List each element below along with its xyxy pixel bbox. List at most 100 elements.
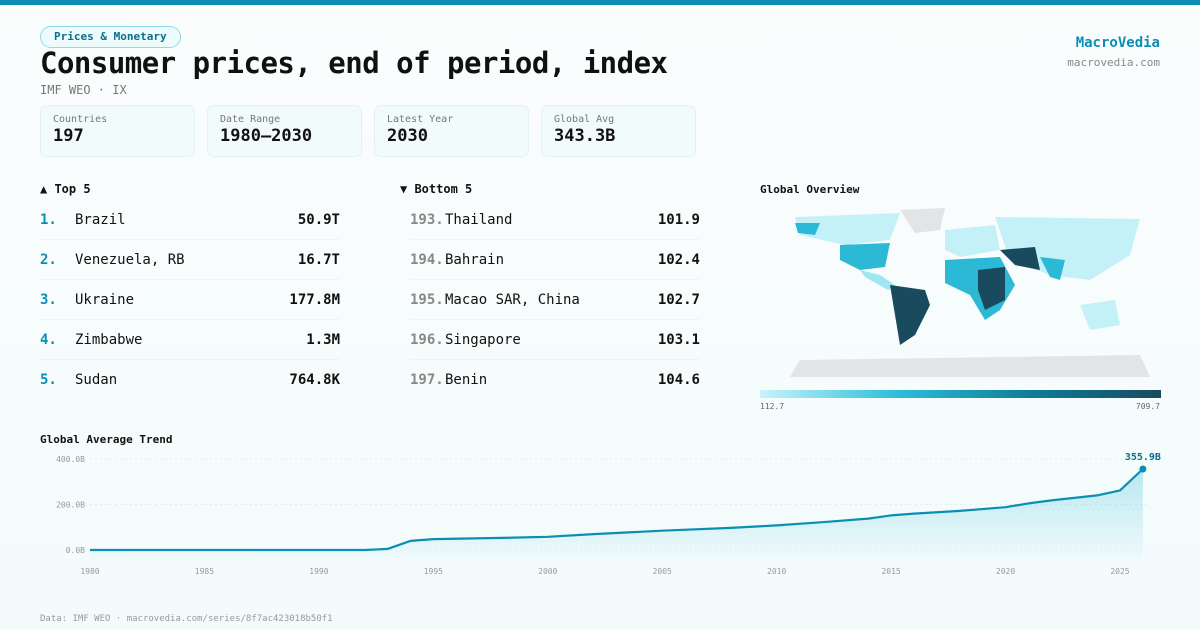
rank: 193. bbox=[410, 211, 444, 228]
country-name: Benin bbox=[445, 372, 488, 388]
map-south-asia bbox=[1040, 257, 1065, 280]
trend-heading: Global Average Trend bbox=[40, 433, 173, 446]
country-value: 102.7 bbox=[657, 291, 700, 308]
list-item[interactable]: 1. Brazil 50.9T bbox=[40, 200, 340, 240]
map-australia bbox=[1080, 300, 1120, 330]
stat-label: Global Avg bbox=[554, 114, 615, 125]
bottom5-list: 193. Thailand 101.9 194. Bahrain 102.4 195. M… bbox=[410, 200, 700, 400]
page-title: Consumer prices, end of period, index bbox=[40, 46, 668, 80]
country-value: 764.8K bbox=[289, 372, 340, 388]
map-africa-central bbox=[978, 267, 1005, 310]
trend-line bbox=[90, 468, 1144, 552]
x-tick-label: 1985 bbox=[195, 567, 214, 576]
last-point-marker[interactable] bbox=[1139, 465, 1147, 473]
list-item[interactable]: 5. Sudan 764.8K bbox=[40, 360, 340, 400]
page-subtitle: IMF WEO · IX bbox=[40, 83, 127, 97]
map-south-america bbox=[890, 285, 930, 345]
category-badge[interactable]: Prices & Monetary bbox=[40, 26, 181, 48]
country-name: Venezuela, RB bbox=[75, 251, 185, 268]
rank: 5. bbox=[40, 372, 57, 388]
top-accent-bar bbox=[0, 0, 1200, 5]
x-tick-label: 2015 bbox=[881, 567, 900, 576]
map-asia bbox=[995, 217, 1140, 280]
y-tick-label: 200.0B bbox=[56, 501, 85, 510]
map-usa bbox=[840, 243, 890, 270]
x-tick-label: 2025 bbox=[1110, 567, 1129, 576]
trend-chart[interactable]: 0.0B 200.0B 400.0B 1980 1985 1990 1995 2000 2005… bbox=[0, 440, 1200, 590]
rank: 194. bbox=[410, 251, 444, 268]
map-middle-east bbox=[1000, 247, 1040, 270]
country-value: 101.9 bbox=[657, 211, 700, 228]
list-item[interactable]: 197. Benin 104.6 bbox=[410, 360, 700, 400]
x-tick-label: 2005 bbox=[653, 567, 672, 576]
x-tick-label: 2010 bbox=[767, 567, 786, 576]
rank: 1. bbox=[40, 211, 57, 228]
country-value: 102.4 bbox=[657, 251, 700, 268]
list-item[interactable]: 195. Macao SAR, China 102.7 bbox=[410, 280, 700, 320]
country-name: Macao SAR, China bbox=[445, 291, 580, 308]
stat-value: 2030 bbox=[387, 126, 428, 146]
map-europe bbox=[945, 225, 1000, 257]
country-value: 50.9T bbox=[297, 211, 340, 228]
rank: 3. bbox=[40, 291, 57, 308]
trend-area bbox=[90, 469, 1143, 560]
rank: 197. bbox=[410, 372, 444, 388]
rank: 196. bbox=[410, 331, 444, 348]
x-tick-label: 2000 bbox=[538, 567, 557, 576]
country-value: 104.6 bbox=[657, 372, 700, 388]
x-tick-label: 2020 bbox=[996, 567, 1015, 576]
country-value: 177.8M bbox=[289, 291, 340, 308]
stat-card-date-range: Date Range 1980–2030 bbox=[207, 105, 362, 157]
map-alaska bbox=[795, 223, 820, 235]
x-tick-label: 1980 bbox=[80, 567, 99, 576]
map-color-legend bbox=[760, 390, 1161, 398]
world-map[interactable] bbox=[760, 205, 1160, 380]
stat-card-countries: Countries 197 bbox=[40, 105, 195, 157]
top5-list: 1. Brazil 50.9T 2. Venezuela, RB 16.7T 3. Ukr… bbox=[40, 200, 340, 400]
map-greenland bbox=[900, 208, 945, 233]
country-name: Ukraine bbox=[75, 291, 135, 308]
map-antarctica bbox=[790, 355, 1150, 377]
country-name: Zimbabwe bbox=[75, 331, 143, 348]
rank: 4. bbox=[40, 331, 57, 348]
list-item[interactable]: 194. Bahrain 102.4 bbox=[410, 240, 700, 280]
stat-value: 343.3B bbox=[554, 126, 616, 146]
last-value-label: 355.9B bbox=[1125, 452, 1161, 463]
list-item[interactable]: 2. Venezuela, RB 16.7T bbox=[40, 240, 340, 280]
y-tick-label: 0.0B bbox=[66, 546, 85, 555]
map-central-america bbox=[860, 270, 895, 290]
rank: 195. bbox=[410, 291, 444, 308]
stat-card-global-avg: Global Avg 343.3B bbox=[541, 105, 696, 157]
stat-value: 197 bbox=[53, 126, 84, 146]
stat-label: Latest Year bbox=[387, 114, 454, 125]
country-name: Sudan bbox=[75, 372, 118, 388]
brand-url[interactable]: macrovedia.com bbox=[1067, 56, 1160, 69]
list-item[interactable]: 193. Thailand 101.9 bbox=[410, 200, 700, 240]
stat-card-latest-year: Latest Year 2030 bbox=[374, 105, 529, 157]
map-canada bbox=[795, 213, 900, 245]
country-name: Bahrain bbox=[445, 251, 505, 268]
top5-heading: ▲ Top 5 bbox=[40, 182, 91, 196]
list-item[interactable]: 3. Ukraine 177.8M bbox=[40, 280, 340, 320]
legend-max: 709.7 bbox=[1135, 402, 1160, 411]
country-value: 103.1 bbox=[657, 331, 700, 348]
x-tick-label: 1995 bbox=[424, 567, 443, 576]
bottom5-heading: ▼ Bottom 5 bbox=[400, 182, 473, 196]
footer-source: Data: IMF WEO · macrovedia.com/series/8f… bbox=[40, 614, 333, 624]
y-tick-label: 400.0B bbox=[56, 455, 85, 464]
stat-label: Countries bbox=[53, 114, 108, 125]
brand-logo[interactable]: MacroVedia bbox=[1075, 35, 1160, 51]
rank: 2. bbox=[40, 251, 57, 268]
list-item[interactable]: 196. Singapore 103.1 bbox=[410, 320, 700, 360]
map-heading: Global Overview bbox=[760, 183, 860, 196]
country-value: 1.3M bbox=[306, 331, 340, 348]
country-value: 16.7T bbox=[297, 251, 340, 268]
stat-value: 1980–2030 bbox=[220, 126, 313, 146]
x-tick-label: 1990 bbox=[309, 567, 328, 576]
list-item[interactable]: 4. Zimbabwe 1.3M bbox=[40, 320, 340, 360]
country-name: Brazil bbox=[75, 211, 126, 228]
stat-label: Date Range bbox=[220, 114, 281, 125]
country-name: Thailand bbox=[445, 211, 513, 228]
legend-min: 112.7 bbox=[760, 402, 785, 411]
country-name: Singapore bbox=[445, 331, 521, 348]
